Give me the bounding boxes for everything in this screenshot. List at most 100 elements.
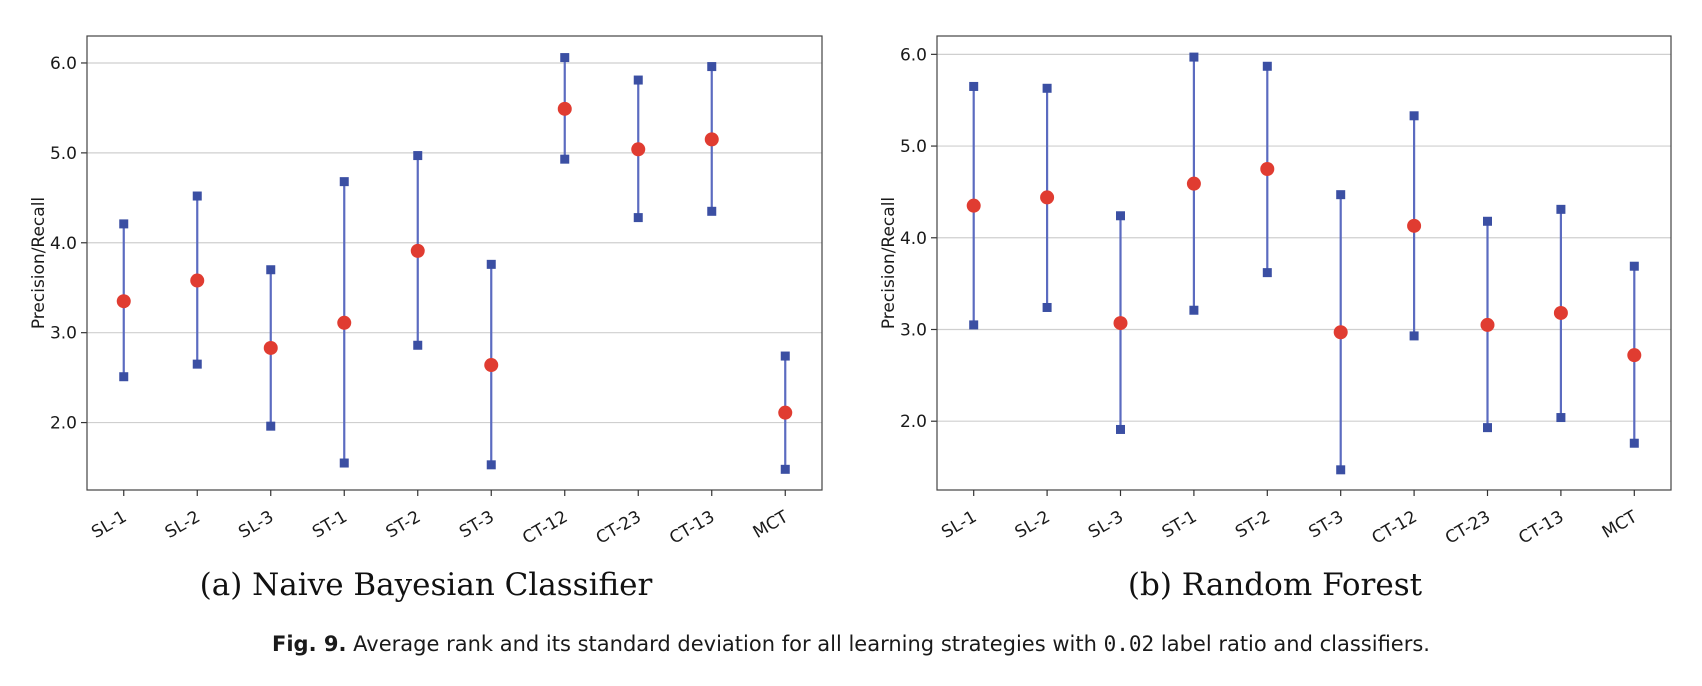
upper-bound-marker	[1189, 52, 1199, 62]
lower-bound-marker	[1409, 331, 1419, 341]
upper-bound-marker	[1409, 111, 1419, 121]
caption-text-after: label ratio and classifiers.	[1160, 632, 1430, 656]
mean-rank-marker	[263, 340, 278, 355]
x-tick-label: ST-1	[1159, 507, 1201, 543]
mean-rank-marker	[704, 132, 719, 147]
x-tick-label: CT-13	[666, 507, 718, 549]
y-tick-label: 2.0	[50, 414, 77, 434]
x-tick-label: CT-23	[1442, 507, 1494, 549]
mean-rank-marker	[778, 405, 793, 420]
y-tick-label: 3.0	[50, 324, 77, 344]
lower-bound-marker	[633, 213, 643, 223]
y-tick-label: 6.0	[900, 45, 927, 65]
mean-rank-marker	[966, 198, 981, 213]
lower-bound-marker	[339, 458, 349, 468]
mean-rank-marker	[484, 358, 499, 373]
lower-bound-marker	[560, 154, 570, 164]
upper-bound-marker	[1483, 216, 1492, 226]
mean-rank-marker	[1407, 218, 1422, 233]
subcaption-b: (b) Random Forest	[1128, 567, 1423, 603]
lower-bound-marker	[1483, 423, 1492, 433]
x-tick-label: CT-23	[593, 507, 645, 549]
upper-bound-marker	[707, 62, 717, 72]
upper-bound-marker	[119, 219, 129, 229]
lower-bound-marker	[1116, 424, 1125, 434]
lower-bound-marker	[1189, 305, 1199, 315]
x-tick-label: ST-2	[383, 507, 425, 543]
x-tick-label: SL-1	[88, 507, 130, 543]
x-tick-label: CT-13	[1515, 507, 1567, 549]
upper-bound-marker	[486, 259, 496, 269]
x-tick-label: ST-3	[456, 507, 498, 543]
x-tick-label: CT-12	[1369, 507, 1421, 549]
upper-bound-marker	[969, 81, 979, 91]
x-tick-label: ST-2	[1232, 507, 1274, 543]
mean-rank-marker	[337, 315, 352, 330]
mean-rank-marker	[116, 294, 131, 309]
lower-bound-marker	[1556, 413, 1566, 423]
x-tick-label: SL-3	[1085, 507, 1127, 543]
upper-bound-marker	[266, 265, 276, 275]
caption-text-before: Average rank and its standard deviation …	[353, 632, 1097, 656]
chart-panel-b: 2.0 3.0 4.0 5.0 6.0 Precision/Recall SL-1 SL-2 S…	[879, 35, 1672, 549]
lower-bound-marker	[1629, 438, 1639, 448]
lower-bound-marker	[780, 464, 790, 474]
mean-rank-marker	[1480, 317, 1495, 332]
mean-rank-marker	[1627, 348, 1642, 363]
plot-frame	[86, 35, 823, 491]
x-tick-label: SL-2	[1012, 507, 1054, 543]
y-axis-label: Precision/Recall	[879, 197, 899, 329]
upper-bound-marker	[339, 177, 349, 187]
upper-bound-marker	[780, 351, 790, 361]
x-tick-label: SL-3	[235, 507, 277, 543]
x-tick-label: CT-12	[519, 507, 571, 549]
upper-bound-marker	[1262, 61, 1272, 71]
lower-bound-marker	[1042, 302, 1052, 312]
caption-label-ratio: 0.02	[1103, 632, 1155, 656]
lower-bound-marker	[192, 359, 202, 369]
chart-panel-a: 2.0 3.0 4.0 5.0 6.0 Precision/Recall SL-1 SL-2 S…	[29, 35, 823, 549]
lower-bound-marker	[119, 372, 129, 382]
lower-bound-marker	[969, 320, 979, 330]
y-tick-label: 5.0	[50, 144, 77, 164]
lower-bound-marker	[1262, 268, 1272, 278]
y-tick-label: 6.0	[50, 54, 77, 74]
upper-bound-marker	[192, 191, 202, 201]
lower-bound-marker	[1336, 465, 1346, 475]
mean-rank-marker	[1113, 316, 1128, 331]
lower-bound-marker	[707, 206, 717, 216]
y-tick-label: 3.0	[900, 320, 927, 340]
upper-bound-marker	[413, 151, 423, 161]
mean-rank-marker	[557, 101, 572, 116]
lower-bound-marker	[486, 460, 496, 470]
subcaption-a: (a) Naive Bayesian Classifier	[200, 567, 653, 603]
x-tick-label: ST-1	[309, 507, 351, 543]
mean-rank-marker	[410, 243, 425, 258]
upper-bound-marker	[1116, 211, 1125, 221]
upper-bound-marker	[1336, 190, 1346, 200]
mean-rank-marker	[190, 273, 205, 288]
upper-bound-marker	[1629, 261, 1639, 271]
x-tick-label: ST-3	[1306, 507, 1348, 543]
mean-rank-marker	[1553, 305, 1568, 320]
y-tick-label: 5.0	[900, 137, 927, 157]
figure-caption: Fig. 9. Average rank and its standard de…	[0, 632, 1702, 656]
mean-rank-marker	[1333, 325, 1348, 340]
x-tick-label: SL-1	[938, 507, 980, 543]
x-tick-label: SL-2	[162, 507, 204, 543]
y-tick-label: 4.0	[50, 234, 77, 254]
mean-rank-marker	[1186, 176, 1201, 191]
x-tick-label: MCT	[750, 507, 793, 543]
lower-bound-marker	[413, 340, 423, 350]
figure-number: Fig. 9.	[272, 632, 347, 656]
mean-rank-marker	[1040, 190, 1055, 205]
mean-rank-marker	[1260, 161, 1275, 176]
lower-bound-marker	[266, 421, 276, 431]
upper-bound-marker	[1042, 83, 1052, 93]
y-tick-label: 4.0	[900, 229, 927, 249]
y-axis-label: Precision/Recall	[29, 197, 49, 329]
upper-bound-marker	[1556, 204, 1566, 214]
upper-bound-marker	[560, 53, 570, 63]
x-tick-label: MCT	[1599, 507, 1642, 543]
plot-frame	[936, 35, 1672, 491]
